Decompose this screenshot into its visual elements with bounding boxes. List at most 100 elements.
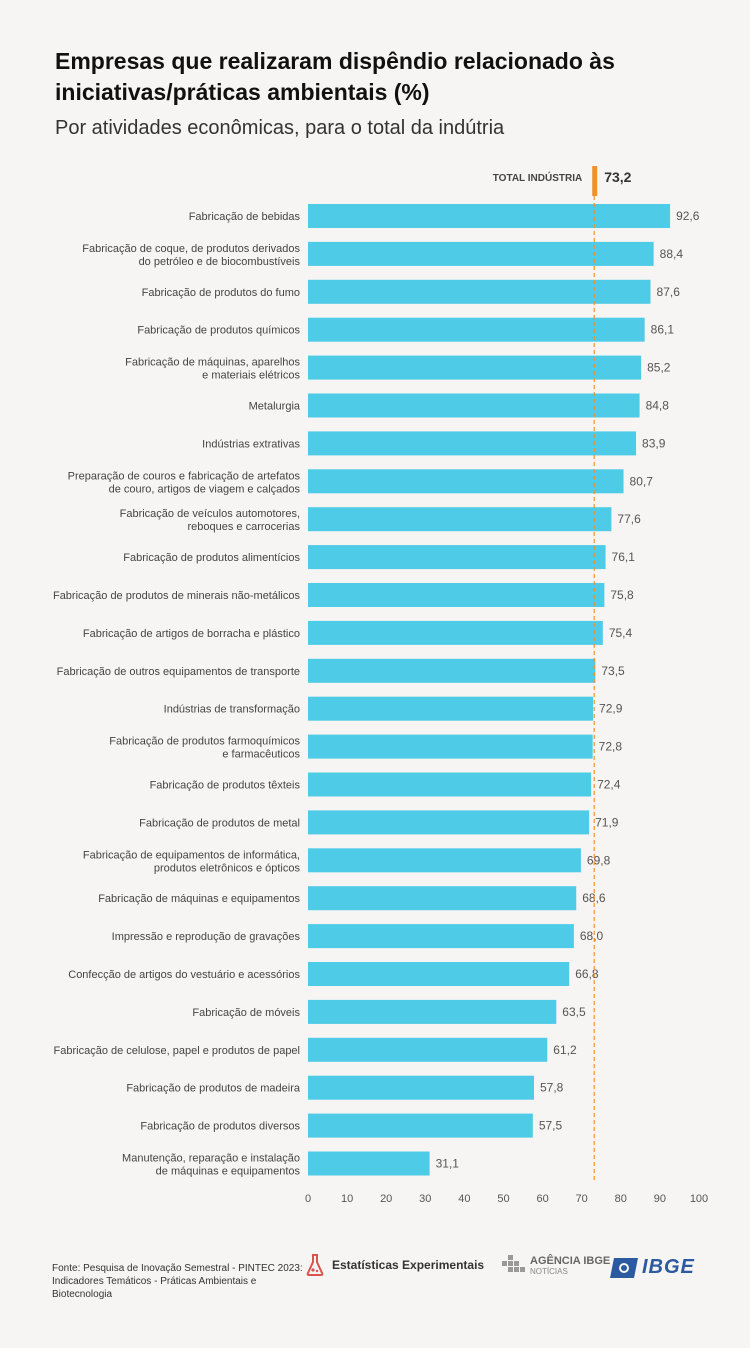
- x-tick-label: 100: [690, 1193, 708, 1205]
- reference-value: 73,2: [604, 169, 631, 185]
- bar: [308, 696, 594, 721]
- estatisticas-experimentais-text: Estatísticas Experimentais: [332, 1258, 485, 1272]
- category-label-line: de máquinas e equipamentos: [156, 1166, 301, 1178]
- category-label-line: Confecção de artigos do vestuário e aces…: [68, 969, 300, 981]
- ibge-logo: IBGE: [610, 1256, 695, 1279]
- category-label: Confecção de artigos do vestuário e aces…: [68, 969, 300, 981]
- category-label-line: Fabricação de veículos automotores,: [120, 508, 300, 520]
- ibge-flag-icon: [610, 1257, 638, 1278]
- category-label-line: e farmacêuticos: [222, 749, 300, 761]
- x-tick-label: 80: [615, 1193, 627, 1205]
- agencia-ibge-text: AGÊNCIA IBGE: [530, 1255, 611, 1267]
- bar-value-label: 86,1: [651, 323, 675, 337]
- category-label-line: Impressão e reprodução de gravações: [112, 931, 301, 943]
- agencia-grid-icon: [502, 1255, 525, 1272]
- bar-value-label: 31,1: [436, 1157, 460, 1171]
- bar: [308, 355, 642, 380]
- bar: [308, 507, 612, 532]
- category-label: Indústrias de transformação: [164, 704, 300, 716]
- category-label-line: Fabricação de artigos de borracha e plás…: [83, 628, 300, 640]
- category-label: Fabricação de produtos do fumo: [142, 287, 300, 299]
- bar-value-label: 71,9: [595, 815, 619, 829]
- bar-value-label: 83,9: [642, 436, 666, 450]
- bar: [308, 962, 570, 986]
- category-label-line: Fabricação de máquinas, aparelhos: [125, 357, 300, 369]
- bar: [308, 924, 574, 949]
- x-tick-label: 70: [576, 1193, 588, 1205]
- bar-value-label: 72,9: [599, 702, 623, 716]
- x-tick-label: 20: [380, 1193, 392, 1205]
- category-label-line: Metalurgia: [249, 401, 301, 413]
- category-label: Fabricação de celulose, papel e produtos…: [54, 1045, 300, 1057]
- bar-value-label: 76,1: [612, 550, 636, 564]
- bar-value-label: 57,8: [540, 1081, 564, 1095]
- bar: [308, 1113, 533, 1138]
- category-label: Fabricação de máquinas, aparelhos e mater…: [125, 357, 300, 382]
- bar-value-label: 84,8: [646, 399, 670, 413]
- bar-value-label: 72,4: [597, 778, 621, 792]
- x-tick-label: 90: [654, 1193, 666, 1205]
- category-label: Fabricação de artigos de borracha e plás…: [83, 628, 300, 640]
- category-label-line: Indústrias de transformação: [164, 704, 300, 716]
- category-label: Fabricação de produtos têxteis: [150, 780, 301, 792]
- x-tick-label: 40: [458, 1193, 470, 1205]
- bar-value-label: 88,4: [660, 247, 684, 261]
- category-label: Manutenção, reparação e instalação de máq…: [122, 1153, 300, 1178]
- category-label: Metalurgia: [249, 401, 301, 413]
- category-label-line: Fabricação de produtos farmoquímicos: [109, 736, 300, 748]
- bar-value-label: 75,4: [609, 626, 633, 640]
- bar-value-label: 72,8: [599, 740, 623, 754]
- category-label-line: Manutenção, reparação e instalação: [122, 1153, 300, 1165]
- bar: [308, 393, 640, 418]
- bar: [308, 469, 624, 494]
- bar-value-label: 80,7: [630, 474, 654, 488]
- category-label-line: Fabricação de produtos de metal: [139, 817, 300, 829]
- bar: [308, 1075, 534, 1100]
- category-label: Fabricação de coque, de produtos derivad…: [82, 243, 300, 268]
- category-label: Fabricação de equipamentos de informátic…: [83, 849, 301, 874]
- category-label-line: Fabricação de máquinas e equipamentos: [98, 893, 300, 905]
- bar: [308, 620, 603, 645]
- chart-title: Empresas que realizaram dispêndio relaci…: [55, 48, 615, 105]
- reference-marker: [592, 166, 598, 196]
- category-label: Preparação de couros e fabricação de art…: [68, 470, 301, 495]
- category-label: Fabricação de produtos alimentícios: [123, 552, 300, 564]
- category-label: Impressão e reprodução de gravações: [112, 931, 301, 943]
- agencia-noticias-text: NOTÍCIAS: [530, 1267, 568, 1276]
- category-label: Fabricação de outros equipamentos de tra…: [57, 666, 300, 678]
- category-label-line: Fabricação de produtos de madeira: [126, 1083, 301, 1095]
- category-label: Fabricação de produtos diversos: [140, 1121, 300, 1133]
- category-label: Fabricação de máquinas e equipamentos: [98, 893, 300, 905]
- category-label-line: do petróleo e de biocombustíveis: [139, 256, 301, 268]
- category-label-line: produtos eletrônicos e ópticos: [154, 862, 301, 874]
- category-label-line: Fabricação de móveis: [192, 1007, 300, 1019]
- flask-icon: [306, 1254, 324, 1276]
- category-label-line: Fabricação de produtos alimentícios: [123, 552, 300, 564]
- bar: [308, 545, 606, 570]
- category-label-line: Fabricação de produtos diversos: [140, 1121, 300, 1133]
- bar: [308, 848, 581, 873]
- category-label-line: Fabricação de equipamentos de informátic…: [83, 849, 300, 861]
- bar: [308, 886, 577, 911]
- category-label-line: reboques e carrocerias: [187, 521, 300, 533]
- bar: [308, 810, 590, 835]
- category-label: Fabricação de móveis: [192, 1007, 300, 1019]
- category-label-line: Fabricação de produtos de minerais não-m…: [53, 590, 301, 602]
- bar-value-label: 69,8: [587, 853, 611, 867]
- bar-value-label: 57,5: [539, 1119, 563, 1133]
- bar-value-label: 77,6: [617, 512, 641, 526]
- category-label-line: Preparação de couros e fabricação de art…: [68, 470, 301, 482]
- bar: [308, 1037, 548, 1062]
- x-tick-label: 0: [305, 1193, 311, 1205]
- category-label-line: Fabricação de produtos têxteis: [150, 780, 301, 792]
- source-note: Fonte: Pesquisa de Inovação Semestral - …: [52, 1263, 303, 1300]
- category-label: Fabricação de produtos de madeira: [126, 1083, 301, 1095]
- category-label-line: Fabricação de outros equipamentos de tra…: [57, 666, 300, 678]
- category-label-line: Fabricação de produtos do fumo: [142, 287, 300, 299]
- bar: [308, 1151, 430, 1176]
- bar: [308, 431, 637, 456]
- category-label-line: Indústrias extrativas: [202, 438, 300, 450]
- x-tick-label: 30: [419, 1193, 431, 1205]
- chart-subtitle: Por atividades econômicas, para o total …: [55, 117, 505, 139]
- bar-value-label: 66,8: [575, 967, 599, 981]
